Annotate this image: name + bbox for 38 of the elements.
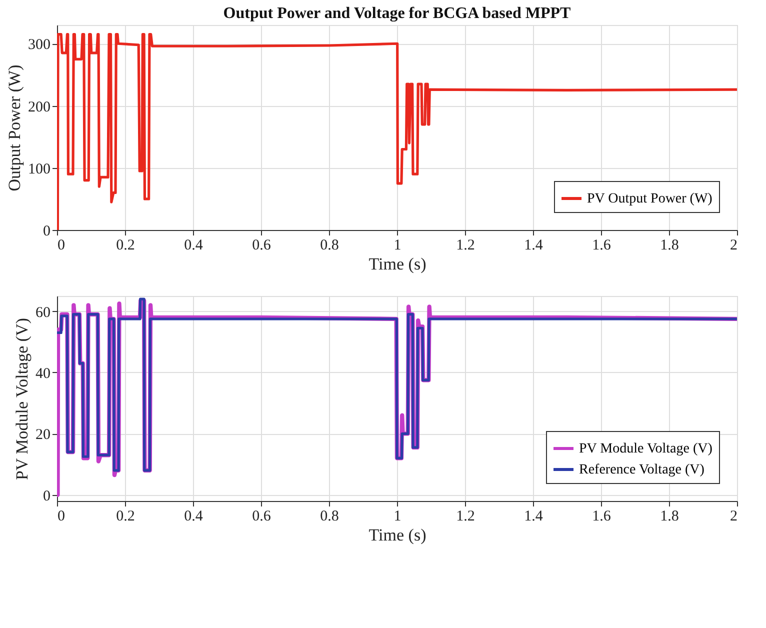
x-tick-label: 0.6 [252, 508, 272, 524]
x-tick-label: 0.4 [184, 238, 204, 254]
y-tick-label: 0 [43, 224, 50, 240]
y-tick-label: 60 [36, 304, 50, 321]
chart-title: Output Power and Voltage for BCGA based MPPT [223, 5, 572, 22]
x-tick-label: 1 [394, 238, 402, 254]
x-tick-label: 2 [730, 238, 738, 254]
y-axis-title: PV Module Voltage (V) [12, 318, 32, 480]
y-tick-label: 20 [36, 427, 50, 444]
x-tick-label: 1.8 [660, 238, 679, 254]
y-axis-title: Output Power (W) [5, 64, 24, 192]
x-tick-label: 0.2 [116, 508, 135, 524]
legend-label: Reference Voltage (V) [579, 462, 705, 478]
x-tick-label: 1 [394, 508, 402, 524]
y-tick-label: 200 [28, 99, 50, 116]
x-tick-label: 1.8 [660, 508, 679, 524]
x-axis-title: Time (s) [368, 254, 426, 274]
y-tick-label: 40 [36, 366, 50, 382]
legend-label: PV Module Voltage (V) [579, 442, 713, 456]
y-tick-label: 0 [43, 488, 50, 504]
x-tick-label: 1.6 [592, 508, 612, 524]
x-tick-label: 0.4 [184, 508, 204, 524]
legend-label: PV Output Power (W) [587, 192, 713, 206]
x-tick-label: 0.2 [116, 238, 135, 254]
x-tick-label: 1.6 [592, 238, 612, 254]
y-tick-label: 300 [28, 37, 50, 54]
x-tick-label: 1.2 [456, 238, 475, 254]
x-tick-label: 0.6 [252, 238, 272, 254]
x-tick-label: 1.4 [524, 508, 544, 524]
x-tick-label: 2 [730, 508, 738, 524]
x-tick-label: 0 [58, 508, 65, 524]
x-tick-label: 0.8 [320, 238, 339, 254]
x-tick-label: 0 [58, 238, 65, 254]
y-tick-label: 100 [28, 161, 50, 178]
x-tick-label: 0.8 [320, 508, 339, 524]
x-tick-label: 1.4 [524, 238, 544, 254]
x-axis-title: Time (s) [368, 526, 426, 544]
x-tick-label: 1.2 [456, 508, 475, 524]
